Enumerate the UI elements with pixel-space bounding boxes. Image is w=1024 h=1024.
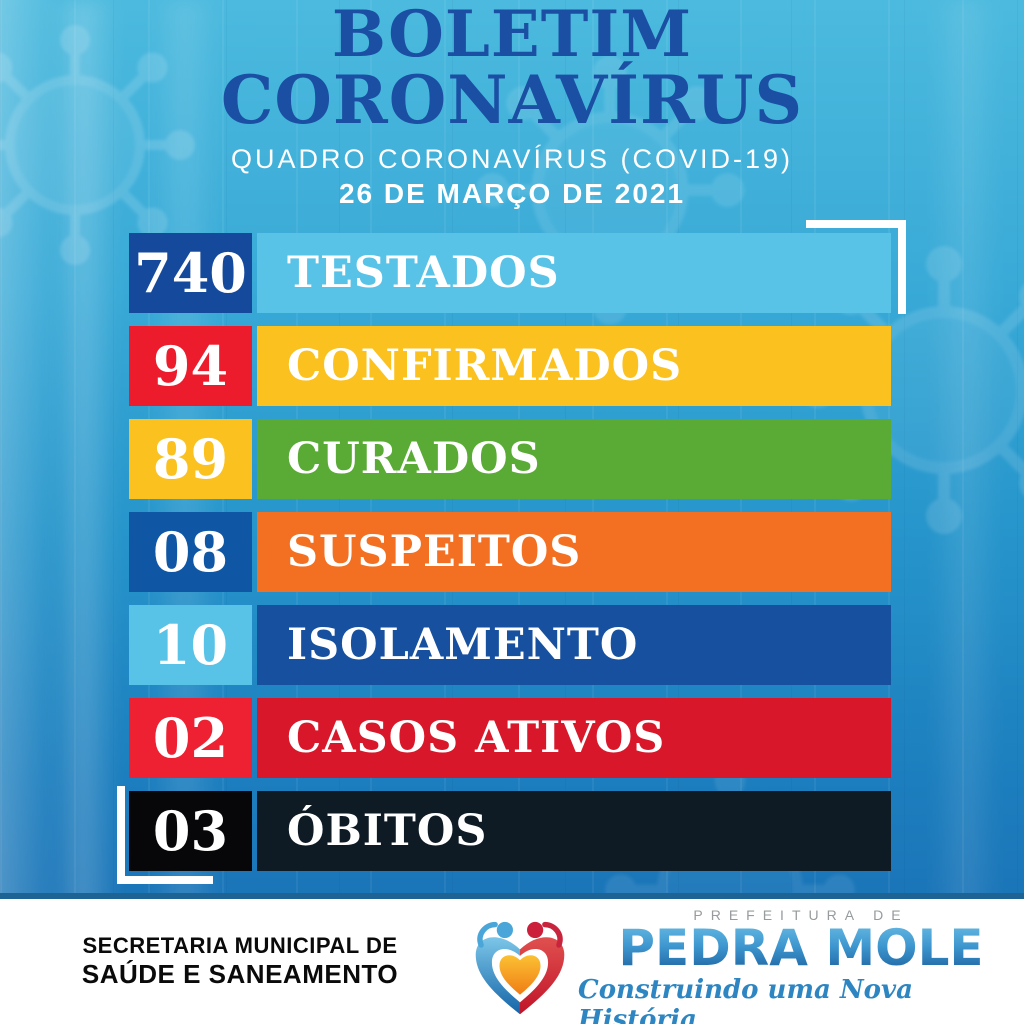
- stat-label: CONFIRMADOS: [287, 341, 683, 391]
- department-name: SECRETARIA MUNICIPAL DE SAÚDE E SANEAMEN…: [0, 899, 480, 1024]
- stat-label: SUSPEITOS: [287, 527, 582, 577]
- stat-value: 89: [129, 419, 252, 499]
- stat-label: CURADOS: [287, 434, 541, 484]
- stat-row: 10 ISOLAMENTO: [129, 605, 891, 685]
- page-title: BOLETIM CORONAVÍRUS: [0, 0, 1024, 135]
- stats-list: 740 TESTADOS 94 CONFIRMADOS 89 CURADOS 0…: [129, 233, 891, 884]
- stat-row: 94 CONFIRMADOS: [129, 326, 891, 406]
- stat-row: 740 TESTADOS: [129, 233, 891, 313]
- stat-value: 02: [129, 698, 252, 778]
- light-streak: [48, 0, 118, 1024]
- city-hall-brand: PREFEITURA DE PEDRA MOLE Construindo uma…: [466, 907, 1024, 1024]
- corner-frame-bottom-left: [117, 786, 213, 884]
- stat-value: 03: [129, 791, 252, 871]
- bulletin-date: 26 DE MARÇO DE 2021: [338, 177, 686, 209]
- stat-label: ÓBITOS: [287, 806, 488, 856]
- stat-label: TESTADOS: [287, 248, 560, 298]
- department-line2: SAÚDE E SANEAMENTO: [81, 959, 399, 989]
- stat-value: 10: [129, 605, 252, 685]
- heart-people-logo-icon: [475, 921, 565, 1015]
- stat-label: ISOLAMENTO: [287, 620, 639, 670]
- stat-value: 740: [129, 233, 252, 313]
- header: BOLETIM CORONAVÍRUS QUADRO CORONAVÍRUS (…: [0, 0, 1024, 210]
- stat-bar: SUSPEITOS: [257, 512, 891, 592]
- stat-value: 94: [129, 326, 252, 406]
- corner-frame-top-right: [806, 220, 906, 314]
- stat-label: CASOS ATIVOS: [287, 713, 666, 763]
- brand-tagline: Construindo uma Nova História: [578, 975, 913, 1024]
- title-line2: CORONAVÍRUS: [220, 61, 804, 140]
- title-line1: BOLETIM: [331, 0, 693, 72]
- stat-bar: ISOLAMENTO: [257, 605, 891, 685]
- brand-text: PREFEITURA DE PEDRA MOLE Construindo uma…: [578, 907, 1024, 1024]
- stat-bar: ÓBITOS: [257, 791, 891, 871]
- footer: SECRETARIA MUNICIPAL DE SAÚDE E SANEAMEN…: [0, 893, 1024, 1024]
- brand-city-name: PEDRA MOLE: [618, 919, 984, 977]
- stat-row: 08 SUSPEITOS: [129, 512, 891, 592]
- subtitle: QUADRO CORONAVÍRUS (COVID-19): [230, 143, 794, 174]
- department-line1: SECRETARIA MUNICIPAL DE: [82, 933, 398, 958]
- stat-bar: CURADOS: [257, 419, 891, 499]
- stat-row: 89 CURADOS: [129, 419, 891, 499]
- stat-bar: CASOS ATIVOS: [257, 698, 891, 778]
- light-streak: [930, 0, 1000, 1024]
- brand-super-label: PREFEITURA DE: [693, 907, 909, 923]
- stat-bar: TESTADOS: [257, 233, 891, 313]
- stat-value: 08: [129, 512, 252, 592]
- stat-row: 03 ÓBITOS: [129, 791, 891, 871]
- stat-bar: CONFIRMADOS: [257, 326, 891, 406]
- stat-row: 02 CASOS ATIVOS: [129, 698, 891, 778]
